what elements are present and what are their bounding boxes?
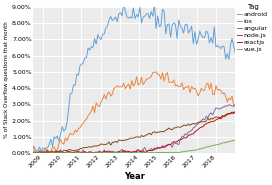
android <box>46 147 49 149</box>
android <box>35 150 38 152</box>
Line: node.js: node.js <box>33 112 235 153</box>
ios <box>129 88 132 90</box>
ios <box>153 71 156 73</box>
Line: reactjs: reactjs <box>33 112 235 153</box>
vue.js <box>85 152 88 154</box>
vue.js <box>167 151 171 154</box>
angular <box>156 146 159 148</box>
reactjs <box>85 152 88 154</box>
android <box>234 53 237 55</box>
reactjs <box>158 147 161 149</box>
node.js <box>85 146 88 149</box>
node.js <box>153 131 156 133</box>
X-axis label: Year: Year <box>124 172 145 181</box>
android <box>85 57 88 59</box>
angular <box>44 150 48 152</box>
reactjs <box>46 151 49 153</box>
android <box>122 1 125 4</box>
node.js <box>234 111 237 113</box>
node.js <box>33 152 36 154</box>
Y-axis label: % of Stack Overflow questions that month: % of Stack Overflow questions that month <box>4 22 9 138</box>
vue.js <box>129 152 132 154</box>
node.js <box>32 151 35 154</box>
Line: ios: ios <box>33 72 235 152</box>
node.js <box>129 137 132 139</box>
reactjs <box>32 151 35 153</box>
node.js <box>46 149 49 151</box>
android <box>154 27 158 30</box>
reactjs <box>167 143 171 146</box>
reactjs <box>38 152 41 154</box>
android <box>159 25 163 27</box>
android <box>32 145 35 147</box>
vue.js <box>32 152 35 154</box>
Legend: android, ios, angular, node.js, reactjs, vue.js: android, ios, angular, node.js, reactjs,… <box>237 4 268 52</box>
angular <box>151 149 154 151</box>
angular <box>234 104 237 106</box>
ios <box>169 81 172 83</box>
ios <box>154 71 158 73</box>
ios <box>35 151 38 153</box>
vue.js <box>153 152 156 154</box>
Line: android: android <box>33 2 235 151</box>
ios <box>159 78 163 80</box>
angular <box>32 152 35 154</box>
reactjs <box>234 110 237 113</box>
ios <box>85 118 88 120</box>
ios <box>234 103 237 105</box>
node.js <box>167 127 171 129</box>
reactjs <box>129 151 132 153</box>
ios <box>32 145 35 147</box>
angular <box>127 151 130 153</box>
Line: vue.js: vue.js <box>33 140 235 153</box>
vue.js <box>234 139 237 141</box>
vue.js <box>39 152 43 154</box>
vue.js <box>158 151 161 154</box>
angular <box>227 104 230 106</box>
ios <box>46 151 49 153</box>
angular <box>166 144 169 146</box>
angular <box>83 152 86 154</box>
android <box>130 17 134 19</box>
android <box>169 36 172 38</box>
node.js <box>158 131 161 133</box>
reactjs <box>153 148 156 150</box>
Line: angular: angular <box>33 105 235 153</box>
vue.js <box>46 152 49 154</box>
